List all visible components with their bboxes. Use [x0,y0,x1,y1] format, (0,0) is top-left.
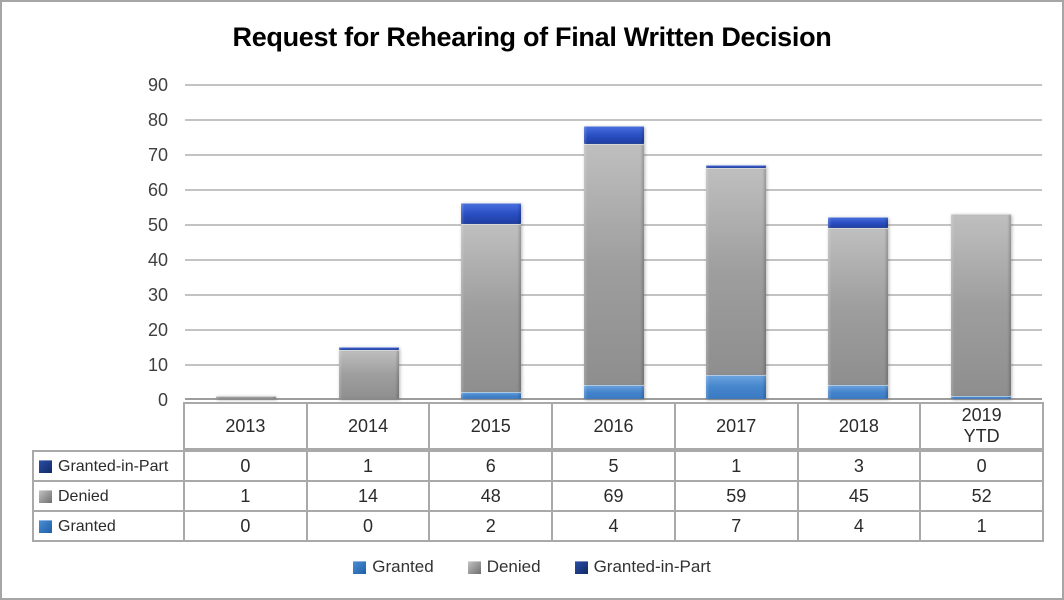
table-row-label-text-granted: Granted [58,517,116,535]
y-tick-label-80: 80 [147,110,168,130]
table-cell-granted-2019-ytd: 1 [921,512,1042,540]
bar-2015 [461,203,522,399]
data-table-body: Granted-in-Part 0 1 6 5 1 3 0 Denied 1 14 48 69 59 45 5… [32,450,1044,542]
y-tick-label-90: 90 [147,75,168,95]
bar-segment-denied [216,395,277,399]
bar-segment-denied [950,213,1011,396]
table-cell-denied-2018: 45 [798,482,920,510]
legend-item-granted: Granted [353,557,434,577]
table-row-label-text-granted-in-part: Granted-in-Part [58,457,169,475]
y-tick-label-10: 10 [147,355,168,375]
gridline-90 [185,84,1042,86]
y-tick-label-0: 0 [157,390,168,410]
table-cell-denied-2015: 48 [430,482,552,510]
table-row-label-text-denied: Denied [58,487,109,505]
table-header-cell-2013: 2013 [185,404,306,448]
table-cell-granted-in-part-2017: 1 [675,452,797,480]
chart-title: Request for Rehearing of Final Written D… [232,22,832,52]
legend: Granted Denied Granted-in-Part [2,557,1062,577]
bar-segment-granted [950,395,1011,399]
table-header-cell-2016: 2016 [553,404,674,448]
y-tick-label-30: 30 [147,285,168,305]
bar-segment-granted [828,385,889,399]
bar-segment-granted-in-part [583,126,644,144]
bar-2017 [705,164,766,399]
x-axis-line [185,398,1042,400]
legend-item-denied: Denied [467,557,541,577]
table-row-label-granted-in-part: Granted-in-Part [34,452,183,480]
legend-label-granted: Granted [372,557,434,576]
bar-segment-granted-in-part [338,346,399,350]
table-cell-granted-2014: 0 [307,512,429,540]
data-table-header: 2013 2014 2015 2016 2017 2018 2019 YTD [183,402,1044,450]
table-header-cell-2019-ytd: 2019 YTD [921,404,1042,448]
table-header-cell-2018: 2018 [798,404,920,448]
legend-label-denied: Denied [486,557,541,576]
table-header-cell-2015: 2015 [430,404,552,448]
bar-segment-denied [705,168,766,375]
series-swatch-granted-icon [39,519,52,533]
table-cell-granted-2017: 7 [675,512,797,540]
table-row-label-granted: Granted [34,512,183,540]
series-swatch-granted-in-part-icon [39,459,52,473]
bar-segment-granted-in-part [705,164,766,168]
bar-segment-denied [828,227,889,385]
y-tick-label-70: 70 [147,145,168,165]
legend-swatch-denied-icon [467,560,481,574]
bar-segment-granted-in-part [828,217,889,228]
series-swatch-denied-icon [39,489,52,503]
legend-item-granted-in-part: Granted-in-Part [574,557,711,577]
table-cell-granted-2015: 2 [430,512,552,540]
table-cell-denied-2016: 69 [553,482,674,510]
plot-area [185,84,1042,400]
table-cell-granted-2018: 4 [798,512,920,540]
table-cell-granted-in-part-2014: 1 [307,452,429,480]
y-tick-label-50: 50 [147,215,168,235]
table-cell-granted-in-part-2019-ytd: 0 [921,452,1042,480]
y-tick-label-60: 60 [147,180,168,200]
gridline-80 [185,119,1042,121]
table-cell-granted-in-part-2016: 5 [553,452,674,480]
table-header-cell-2017: 2017 [675,404,797,448]
bar-2018 [828,217,889,399]
table-cell-granted-in-part-2018: 3 [798,452,920,480]
bar-segment-granted-in-part [461,203,522,224]
y-tick-label-40: 40 [147,250,168,270]
bar-segment-denied [338,350,399,399]
bar-segment-granted [705,374,766,399]
table-row-label-denied: Denied [34,482,183,510]
bar-2013 [216,395,277,399]
table-cell-denied-2017: 59 [675,482,797,510]
bar-segment-granted [461,392,522,399]
table-cell-granted-in-part-2015: 6 [430,452,552,480]
bar-segment-granted [583,385,644,399]
table-cell-granted-2013: 0 [185,512,306,540]
bar-2014 [338,346,399,399]
legend-swatch-granted-in-part-icon [574,560,588,574]
table-header-cell-2014: 2014 [307,404,429,448]
bar-2019-ytd [950,213,1011,399]
legend-swatch-granted-icon [353,560,367,574]
table-cell-denied-2014: 14 [307,482,429,510]
legend-label-granted-in-part: Granted-in-Part [593,557,711,576]
table-cell-denied-2013: 1 [185,482,306,510]
bar-segment-denied [583,143,644,385]
bar-segment-denied [461,224,522,392]
table-cell-granted-in-part-2013: 0 [185,452,306,480]
table-cell-denied-2019-ytd: 52 [921,482,1042,510]
bar-2016 [583,126,644,399]
y-tick-label-20: 20 [147,320,168,340]
table-cell-granted-2016: 4 [553,512,674,540]
